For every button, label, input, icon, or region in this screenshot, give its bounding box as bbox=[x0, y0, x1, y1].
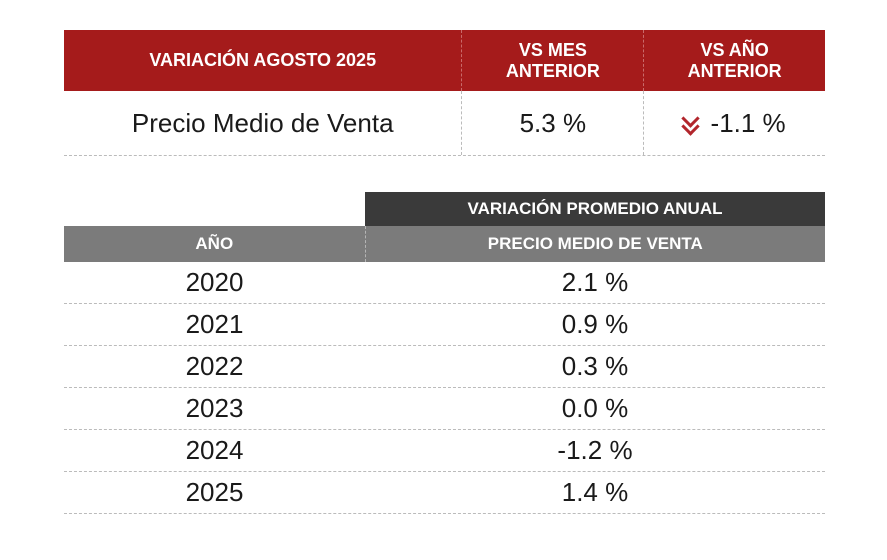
year-cell: 2020 bbox=[185, 267, 244, 297]
table-row: Precio Medio de Venta 5.3 % -1.1 % bbox=[64, 91, 825, 156]
header-variacion-promedio-anual: VARIACIÓN PROMEDIO ANUAL bbox=[365, 192, 825, 226]
summary-table-header: VARIACIÓN AGOSTO 2025 VS MES ANTERIOR VS… bbox=[64, 30, 825, 91]
year-cell: 2021 bbox=[185, 309, 244, 339]
table-row: 2021 0.9 % bbox=[64, 304, 825, 346]
vs-ano-anterior-value: -1.1 % bbox=[710, 107, 786, 138]
year-cell: 2025 bbox=[185, 477, 244, 507]
header-vs-ano-line1: VS AÑO bbox=[700, 39, 769, 60]
annual-table-super-header: VARIACIÓN PROMEDIO ANUAL bbox=[64, 192, 825, 226]
year-cell: 2023 bbox=[185, 393, 244, 423]
header-ano: AÑO bbox=[195, 234, 234, 253]
double-chevron-down-icon bbox=[680, 109, 700, 136]
header-vs-ano-line2: ANTERIOR bbox=[687, 60, 782, 81]
table-row: 2020 2.1 % bbox=[64, 262, 825, 304]
value-cell: 0.0 % bbox=[561, 393, 629, 423]
value-cell: -1.2 % bbox=[557, 435, 633, 465]
value-cell: 0.9 % bbox=[561, 309, 629, 339]
header-variacion-agosto: VARIACIÓN AGOSTO 2025 bbox=[149, 50, 377, 70]
value-cell: 0.3 % bbox=[561, 351, 629, 381]
table-row: 2024 -1.2 % bbox=[64, 430, 825, 472]
row-label: Precio Medio de Venta bbox=[131, 107, 394, 138]
year-cell: 2022 bbox=[185, 351, 244, 381]
table-row: 2022 0.3 % bbox=[64, 346, 825, 388]
annual-table: VARIACIÓN PROMEDIO ANUAL AÑO PRECIO MEDI… bbox=[64, 192, 825, 514]
header-vs-mes-line2: ANTERIOR bbox=[505, 60, 600, 81]
vs-mes-anterior-value: 5.3 % bbox=[461, 91, 643, 155]
header-precio-medio: PRECIO MEDIO DE VENTA bbox=[364, 226, 825, 262]
summary-table: VARIACIÓN AGOSTO 2025 VS MES ANTERIOR VS… bbox=[64, 30, 825, 156]
header-vs-mes-anterior: VS MES ANTERIOR bbox=[461, 30, 643, 91]
value-cell: 2.1 % bbox=[561, 267, 629, 297]
annual-table-header: AÑO PRECIO MEDIO DE VENTA bbox=[64, 226, 825, 262]
table-row: 2025 1.4 % bbox=[64, 472, 825, 514]
value-cell: 1.4 % bbox=[561, 477, 629, 507]
table-row: 2023 0.0 % bbox=[64, 388, 825, 430]
year-cell: 2024 bbox=[185, 435, 244, 465]
vs-ano-anterior-cell: -1.1 % bbox=[643, 91, 825, 155]
header-vs-mes-line1: VS MES bbox=[518, 39, 587, 60]
header-vs-ano-anterior: VS AÑO ANTERIOR bbox=[643, 30, 825, 91]
